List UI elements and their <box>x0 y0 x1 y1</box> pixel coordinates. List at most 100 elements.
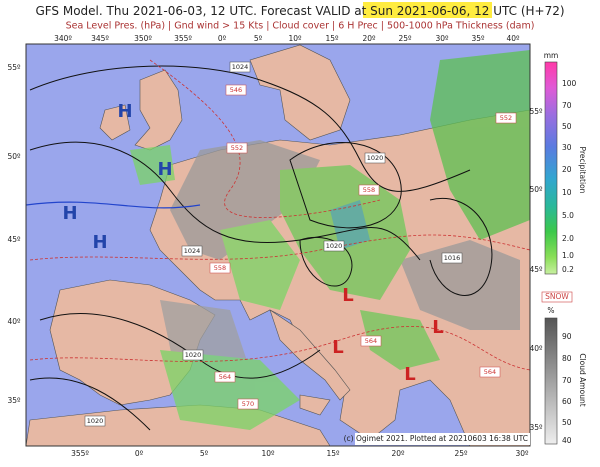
precip-tick-label: 1.0 <box>562 251 574 260</box>
contour-label-bg <box>181 245 203 257</box>
credit-bg <box>355 433 530 445</box>
longitude-label: 35º <box>471 34 485 43</box>
contour-label-bg <box>479 366 501 378</box>
latitude-label: 40º <box>7 317 21 326</box>
latitude-label: 35º <box>7 396 21 405</box>
credit: (c) Ogimet 2021. Plotted at 20210603 16:… <box>344 434 528 443</box>
contour-label-bg <box>495 112 517 124</box>
precip-tick-label: 70 <box>562 101 572 110</box>
latitude-label: 35º <box>529 423 543 432</box>
contour-label-bg <box>209 262 231 274</box>
contour-label: 564 <box>219 373 231 381</box>
pressure-center: L <box>332 337 343 358</box>
latitude-label: 50º <box>529 185 543 194</box>
contour-label: 570 <box>242 400 254 408</box>
contour-label-bg <box>214 371 236 383</box>
cloud-tick-label: 80 <box>562 354 572 363</box>
contour-label: 552 <box>500 114 512 122</box>
longitude-label: 15º <box>326 449 340 458</box>
longitude-label: 10º <box>288 34 302 43</box>
precip-unit: mm <box>544 51 559 60</box>
title: GFS Model. Thu 2021-06-03, 12 UTC. Forec… <box>35 4 564 18</box>
snow-box <box>541 291 573 303</box>
contour-label-bg <box>441 252 463 264</box>
subtitle: Sea Level Pres. (hPa) | Gnd wind > 15 Kt… <box>66 21 535 32</box>
contour-label-bg <box>225 84 247 96</box>
pressure-center: H <box>157 159 172 180</box>
cloud-title: Cloud Amount <box>578 353 587 406</box>
longitude-label: 0º <box>218 34 227 43</box>
contour-label: 546 <box>230 86 242 94</box>
latitude-label: 45º <box>529 265 543 274</box>
pressure-center: H <box>117 101 132 122</box>
precip-tick-label: 5.0 <box>562 211 574 220</box>
contour-label: 558 <box>363 186 375 194</box>
longitude-label: 355º <box>174 34 192 43</box>
contour-label: 1024 <box>232 63 249 71</box>
contour-label: 558 <box>214 264 226 272</box>
precip-tick-label: 50 <box>562 122 572 131</box>
contour-label-bg <box>229 61 251 73</box>
cloud-tick-label: 40 <box>562 436 572 445</box>
longitude-label: 355º <box>71 449 89 458</box>
precip-title: Precipitation <box>578 147 587 194</box>
longitude-label: 30º <box>435 34 449 43</box>
longitude-label: 10º <box>261 449 275 458</box>
cloud-tick-label: 70 <box>562 376 572 385</box>
latitude-label: 55º <box>529 107 543 116</box>
contour-label: 564 <box>484 368 496 376</box>
contour-label: 1020 <box>367 154 384 162</box>
valid-highlight: Sun 2021-06-06, 12 UTC <box>370 4 517 18</box>
pressure-center: L <box>342 285 353 306</box>
contour-label: 1024 <box>184 247 201 255</box>
snow-label: SNOW <box>545 292 569 301</box>
precip-tick-label: 10 <box>562 188 572 197</box>
longitude-label: 25º <box>454 449 468 458</box>
pressure-center: L <box>432 317 443 338</box>
contour-label: 1020 <box>326 242 343 250</box>
pressure-center: L <box>404 364 415 385</box>
cloud-unit: % <box>547 306 554 315</box>
contour-label-bg <box>237 398 259 410</box>
pressure-center: H <box>92 232 107 253</box>
latitude-label: 50º <box>7 152 21 161</box>
precip-tick-label: 30 <box>562 143 572 152</box>
contour-label-bg <box>358 184 380 196</box>
longitude-label: 0º <box>135 449 144 458</box>
cloud-tick-label: 90 <box>562 332 572 341</box>
map-frame <box>25 43 531 447</box>
latitude-label: 45º <box>7 235 21 244</box>
precip-tick-label: 100 <box>562 79 577 88</box>
contour-label: 1020 <box>87 417 104 425</box>
contour-label: 552 <box>231 144 243 152</box>
precip-tick-label: 0.2 <box>562 265 574 274</box>
longitude-label: 345º <box>91 34 109 43</box>
contour-label-bg <box>226 142 248 154</box>
map <box>26 44 530 446</box>
latitude-label: 40º <box>529 344 543 353</box>
cloud-tick-label: 60 <box>562 397 572 406</box>
longitude-label: 5º <box>254 34 263 43</box>
highlight-bg <box>363 2 492 18</box>
precip-tick-label: 20 <box>562 165 572 174</box>
longitude-label: 340º <box>54 34 72 43</box>
labels: 340º 345º 350º 355º 0º 5º 10º 15º 20º 25º 30º 35º 40… <box>7 34 576 458</box>
pressure-center: H <box>62 203 77 224</box>
contour-label-bg <box>364 152 386 164</box>
longitude-label: 15º <box>325 34 339 43</box>
contour-label: 1016 <box>444 254 461 262</box>
cloud-tick-label: 50 <box>562 418 572 427</box>
precip-tick-label: 2.0 <box>562 234 574 243</box>
cloud-colorbar <box>544 317 558 445</box>
longitude-label: 20º <box>362 34 376 43</box>
longitude-label: 30º <box>515 449 529 458</box>
longitude-label: 40º <box>506 34 520 43</box>
longitude-label: 20º <box>391 449 405 458</box>
precip-colorbar <box>544 61 558 275</box>
contour-label: 1020 <box>185 351 202 359</box>
longitude-label: 350º <box>134 34 152 43</box>
longitude-label: 25º <box>398 34 412 43</box>
latitude-label: 55º <box>7 63 21 72</box>
contour-label-bg <box>182 349 204 361</box>
